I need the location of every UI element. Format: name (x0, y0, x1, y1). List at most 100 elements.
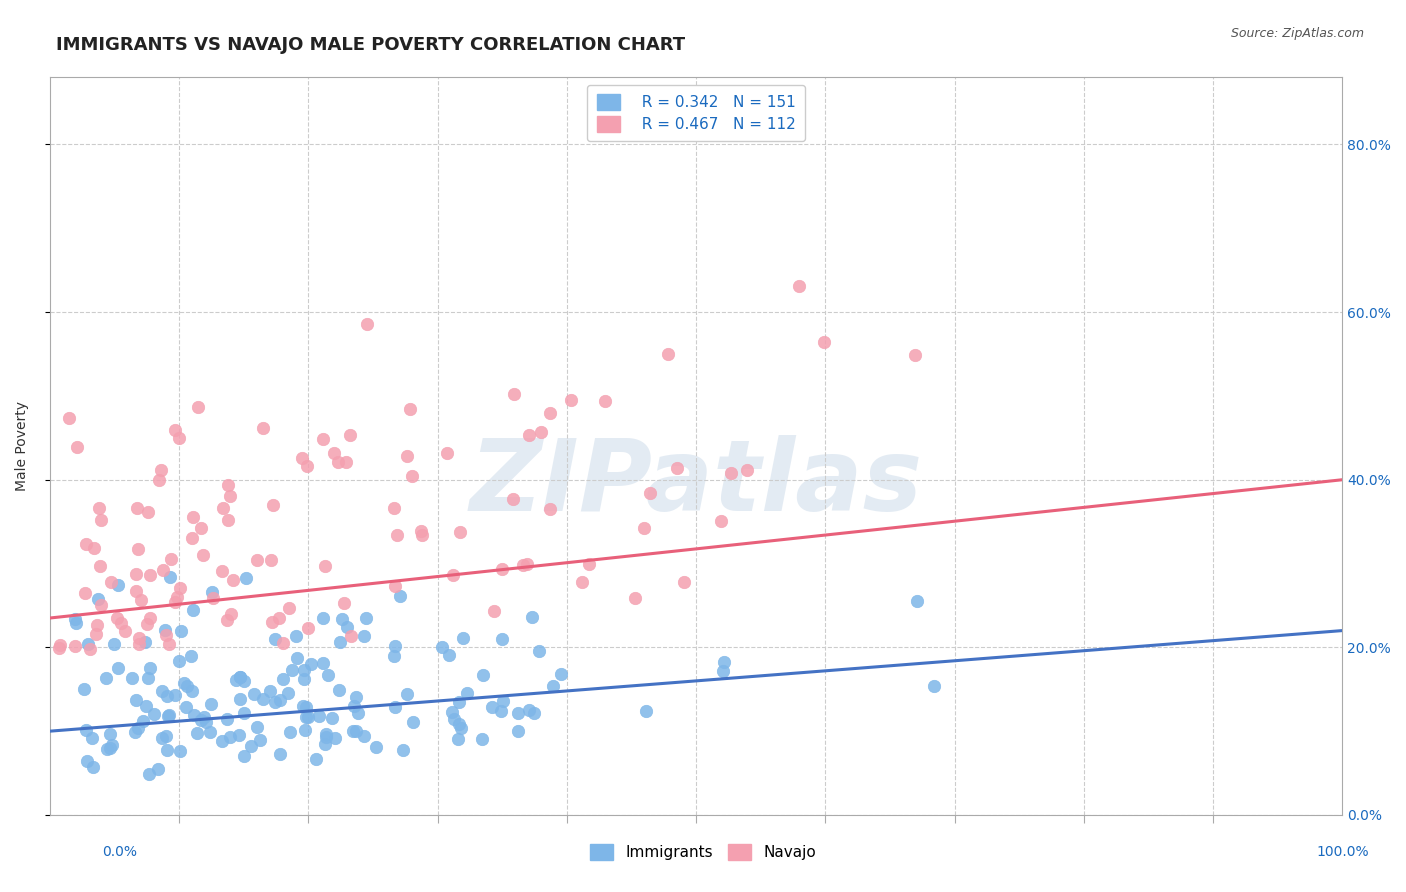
Point (239, 739, 262, 753)
Point (294, 723, 316, 737)
Point (578, 558, 600, 572)
Point (98, 727, 121, 741)
Point (128, 637, 150, 651)
Point (127, 721, 149, 735)
Point (155, 628, 177, 642)
Point (105, 611, 128, 625)
Point (388, 589, 411, 603)
Text: Source: ZipAtlas.com: Source: ZipAtlas.com (1230, 27, 1364, 40)
Point (271, 672, 294, 686)
Point (633, 521, 655, 535)
Point (541, 679, 564, 693)
Point (63, 639, 86, 653)
Point (63, 612, 86, 626)
Point (167, 654, 190, 668)
Point (125, 693, 148, 707)
Point (491, 632, 513, 646)
Point (157, 707, 180, 722)
Point (90, 513, 112, 527)
Point (344, 690, 367, 704)
Point (136, 671, 159, 685)
Point (180, 648, 202, 663)
Point (180, 683, 202, 698)
Point (673, 574, 696, 589)
Point (228, 670, 250, 684)
Point (135, 698, 157, 713)
Point (267, 610, 290, 624)
Point (225, 673, 247, 688)
Point (321, 711, 343, 725)
Point (183, 708, 205, 723)
Point (107, 578, 129, 592)
Point (295, 710, 318, 724)
Point (181, 531, 204, 545)
Point (80, 731, 103, 745)
Point (48, 641, 70, 656)
Point (159, 569, 181, 583)
Point (364, 740, 387, 755)
Point (131, 593, 153, 607)
Point (506, 724, 529, 739)
Point (437, 648, 460, 662)
Point (271, 636, 294, 650)
Point (411, 527, 433, 541)
Point (905, 594, 928, 608)
Point (211, 565, 233, 579)
Point (342, 723, 364, 738)
Point (186, 726, 208, 740)
Point (190, 520, 212, 534)
Point (447, 695, 470, 709)
Point (259, 684, 281, 698)
Point (194, 715, 217, 730)
Point (292, 672, 315, 686)
Point (314, 558, 336, 573)
Point (447, 731, 470, 746)
Point (79, 642, 101, 657)
Point (517, 428, 540, 442)
Point (260, 553, 283, 567)
Point (163, 595, 186, 609)
Point (484, 604, 506, 618)
Point (125, 501, 148, 516)
Point (134, 635, 156, 649)
Point (173, 675, 195, 690)
Point (481, 700, 503, 714)
Point (456, 685, 478, 699)
Point (249, 733, 271, 747)
Point (212, 500, 235, 515)
Point (243, 687, 266, 701)
Point (124, 725, 146, 739)
Point (441, 567, 464, 582)
Point (73, 682, 96, 697)
Point (297, 710, 319, 724)
Point (291, 450, 314, 465)
Point (127, 541, 149, 556)
Point (411, 524, 433, 538)
Point (75, 723, 97, 737)
Point (512, 558, 534, 573)
Point (436, 446, 458, 460)
Point (399, 401, 422, 416)
Point (356, 317, 378, 331)
Point (787, 278, 810, 293)
Point (157, 637, 180, 651)
Point (299, 657, 322, 672)
Point (232, 706, 254, 720)
Point (170, 624, 193, 639)
Point (353, 629, 375, 643)
Point (294, 664, 316, 678)
Point (84, 627, 107, 641)
Point (222, 573, 245, 587)
Y-axis label: Male Poverty: Male Poverty (15, 401, 30, 491)
Point (174, 700, 197, 714)
Point (285, 651, 308, 665)
Point (550, 667, 572, 681)
Point (153, 624, 176, 638)
Point (219, 607, 242, 622)
Point (89, 559, 111, 574)
Point (100, 575, 122, 590)
Point (218, 489, 240, 503)
Point (229, 691, 252, 706)
Point (90, 598, 112, 612)
Point (138, 767, 160, 781)
